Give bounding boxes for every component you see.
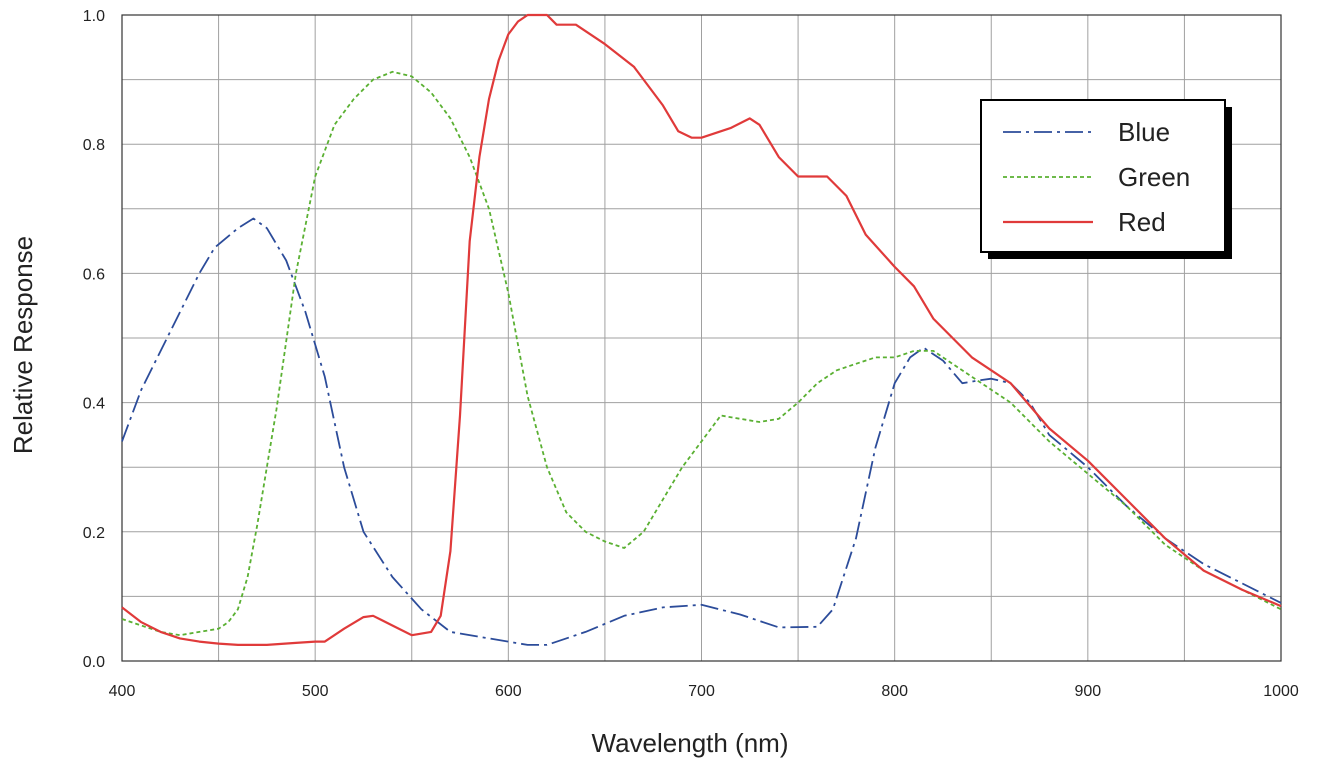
x-tick-label: 500 — [302, 683, 329, 700]
series-line-green — [121, 70, 1282, 637]
x-tick-label: 900 — [1074, 683, 1101, 700]
x-tick-label: 700 — [688, 683, 715, 700]
legend-label-green: Green — [1118, 162, 1190, 192]
legend-label-red: Red — [1118, 207, 1166, 237]
series-lines — [121, 13, 1282, 647]
y-tick-label: 0.2 — [83, 525, 105, 542]
y-tick-label: 0.4 — [83, 396, 105, 413]
grid-lines — [121, 14, 1282, 662]
y-tick-label: 0.6 — [83, 266, 105, 283]
x-tick-label: 400 — [109, 683, 136, 700]
legend: Blue Green Red — [980, 99, 1232, 259]
plot-frame — [121, 14, 1282, 662]
tick-labels: 400 500 600 700 800 900 1000 0.0 0.2 0.4 0.6 0.8 1.0 — [83, 8, 1299, 700]
axes — [121, 14, 1282, 662]
x-axis-title: Wavelength (nm) — [592, 728, 789, 758]
series-line-red — [121, 13, 1282, 647]
x-tick-label: 1000 — [1263, 683, 1299, 700]
series-line-blue — [121, 217, 1282, 646]
y-tick-label: 0.8 — [83, 137, 105, 154]
x-tick-label: 800 — [881, 683, 908, 700]
y-tick-label: 0.0 — [83, 654, 105, 671]
legend-items: Blue Green Red — [1003, 117, 1190, 237]
x-tick-label: 600 — [495, 683, 522, 700]
legend-label-blue: Blue — [1118, 117, 1170, 147]
y-axis-title: Relative Response — [8, 236, 38, 454]
y-tick-label: 1.0 — [83, 8, 105, 25]
legend-box — [980, 99, 1226, 253]
